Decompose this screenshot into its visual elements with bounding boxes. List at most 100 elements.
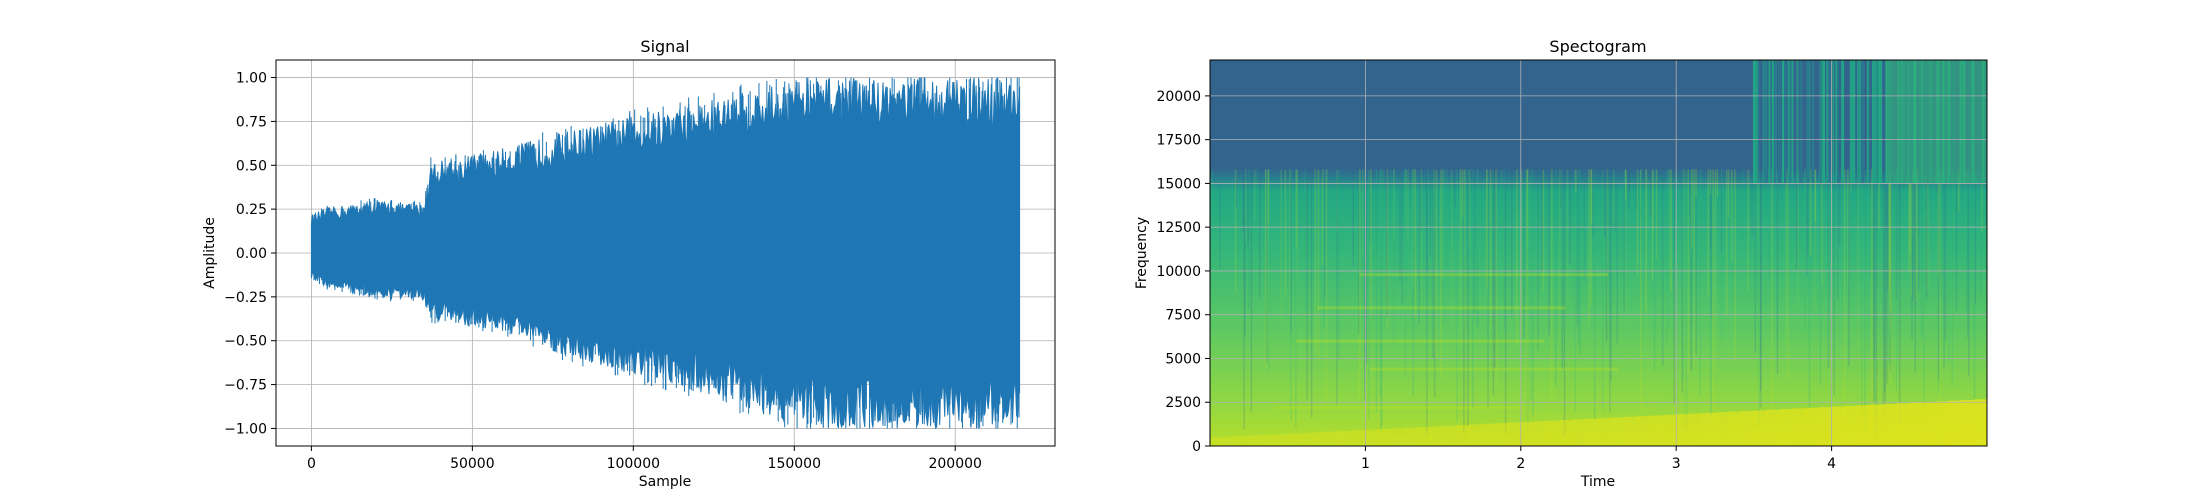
spectrogram-lf-block — [1792, 408, 1807, 446]
signal-y-tick-label: −0.50 — [224, 334, 267, 350]
spectrogram-lf-block — [1507, 422, 1522, 446]
spectrogram-band — [1317, 306, 1566, 310]
spectrogram-lf-block — [1378, 428, 1392, 446]
spectrogram-lf-block — [1235, 435, 1250, 446]
spectrogram-lf-block — [1663, 414, 1677, 446]
spectrogram-lf-block — [1494, 423, 1509, 446]
spectrogram-lf-block — [1559, 419, 1574, 446]
spectrogram-lf-block — [1909, 402, 1923, 446]
spectrogram-lf-block — [1287, 433, 1302, 446]
spectrogram-lf-block — [1779, 409, 1794, 446]
spectrogram-y-tick-label: 10000 — [1156, 264, 1201, 280]
signal-y-tick-label: −1.00 — [224, 421, 267, 437]
spectrogram-lf-block — [1702, 412, 1716, 446]
spectrogram-lf-block — [1650, 415, 1664, 446]
spectrogram-lf-block — [1922, 401, 1936, 446]
spectrogram-lf-block — [1935, 401, 1949, 446]
signal-spikes — [313, 77, 1020, 429]
spectrogram-x-tick-label: 4 — [1827, 456, 1836, 472]
spectrogram-band — [1359, 273, 1608, 277]
spectrogram-x-tick-label: 1 — [1361, 456, 1370, 472]
spectrogram-x-tick-label: 3 — [1672, 456, 1681, 472]
spectrogram-lf-block — [1676, 414, 1690, 446]
spectrogram-lf-block — [1533, 421, 1548, 446]
spectrogram-lf-block — [1740, 410, 1755, 446]
signal-y-tick-label: 1.00 — [236, 71, 267, 87]
spectrogram-lf-block — [1805, 407, 1820, 446]
signal-y-ticks: −1.00 −0.75 −0.50 −0.25 0.00 0.25 0.50 0.75 1.00 — [224, 71, 276, 437]
spectrogram-lf-block — [1300, 432, 1315, 446]
spectrogram-lf-block — [1689, 413, 1703, 446]
spectrogram-lf-block — [1624, 416, 1638, 446]
signal-title: Signal — [640, 37, 689, 56]
signal-x-tick-label: 50000 — [450, 456, 495, 472]
spectrogram-lf-block — [1766, 409, 1781, 446]
spectrogram-y-tick-label: 17500 — [1156, 133, 1201, 149]
spectrogram-title: Spectogram — [1549, 37, 1646, 56]
signal-y-tick-label: 0.00 — [236, 246, 267, 262]
spectrogram-lf-block — [1339, 430, 1353, 446]
spectrogram-lf-block — [1443, 425, 1457, 446]
spectrogram-lf-block — [1728, 411, 1742, 446]
spectrogram-y-label: Frequency — [1134, 217, 1150, 289]
spectrogram-y-tick-label: 12500 — [1156, 220, 1201, 236]
spectrogram-lf-block — [1248, 435, 1263, 446]
signal-y-tick-label: −0.75 — [224, 378, 267, 394]
spectrogram-lf-block — [1974, 399, 1987, 446]
spectrogram-chart: 1 2 3 4 0 2500 5000 7500 10000 12500 15000 17500 20… — [1134, 37, 1988, 490]
spectrogram-y-tick-label: 20000 — [1156, 89, 1201, 105]
spectrogram-lf-block — [1715, 412, 1729, 446]
spectrogram-bands — [1276, 273, 1619, 410]
spectrogram-lf-block — [1818, 407, 1833, 446]
spectrogram-lf-block — [1430, 426, 1444, 446]
spectrogram-lf-block — [1585, 418, 1599, 446]
signal-y-tick-label: 0.75 — [236, 114, 267, 130]
spectrogram-y-tick-label: 5000 — [1165, 351, 1201, 367]
spectrogram-y-tick-label: 7500 — [1165, 308, 1201, 324]
spectrogram-streaks — [1210, 60, 1987, 446]
spectrogram-lf-block — [1520, 421, 1535, 446]
spectrogram-lf-block — [1844, 405, 1858, 446]
spectrogram-lf-block — [1469, 424, 1483, 446]
signal-x-tick-label: 200000 — [928, 456, 981, 472]
signal-x-tick-label: 100000 — [607, 456, 660, 472]
signal-y-tick-label: −0.25 — [224, 290, 267, 306]
spectrogram-lf-block — [1274, 434, 1289, 446]
spectrogram-y-tick-label: 2500 — [1165, 395, 1201, 411]
spectrogram-lf-block — [1417, 426, 1431, 446]
spectrogram-y-ticks: 0 2500 5000 7500 10000 12500 15000 17500 20000 — [1156, 89, 1210, 455]
spectrogram-lf-block — [1572, 419, 1587, 446]
spectrogram-band — [1276, 406, 1525, 410]
signal-x-ticks: 0 50000 100000 150000 200000 — [307, 446, 982, 472]
spectrogram-lf-block — [1326, 431, 1340, 446]
spectrogram-lf-block — [1481, 423, 1496, 446]
signal-chart: 0 50000 100000 150000 200000 −1.00 −0.75 −0.50… — [202, 37, 1056, 490]
spectrogram-lf-block — [1365, 429, 1379, 446]
spectrogram-x-label: Time — [1580, 474, 1615, 490]
spectrogram-lf-block — [1313, 432, 1328, 446]
spectrogram-x-ticks: 1 2 3 4 — [1361, 446, 1836, 472]
spectrogram-lf-block — [1857, 405, 1871, 446]
spectrogram-gridlines — [1210, 60, 1987, 446]
spectrogram-frame — [1209, 59, 1988, 447]
signal-x-tick-label: 150000 — [768, 456, 821, 472]
spectrogram-lf-block — [1598, 417, 1612, 446]
spectrogram-lf-block — [1961, 400, 1975, 446]
spectrogram-lf-block — [1831, 406, 1846, 446]
spectrogram-band — [1369, 367, 1619, 371]
signal-y-tick-label: 0.50 — [236, 158, 267, 174]
spectrogram-lf-block — [1210, 437, 1224, 446]
spectrogram-y-tick-label: 0 — [1192, 439, 1201, 455]
spectrogram-lf-block — [1883, 403, 1897, 446]
spectrogram-lf-block — [1404, 427, 1418, 446]
spectrogram-lf-block — [1611, 417, 1625, 446]
signal-x-tick-label: 0 — [307, 456, 316, 472]
spectrogram-lf-block — [1896, 403, 1910, 446]
spectrogram-lf-block — [1870, 404, 1884, 446]
spectrogram-lf-block — [1456, 425, 1470, 446]
spectrogram-lf-block — [1261, 434, 1276, 446]
spectrogram-band — [1295, 339, 1545, 343]
spectrogram-y-tick-label: 15000 — [1156, 176, 1201, 192]
signal-x-label: Sample — [639, 474, 692, 490]
